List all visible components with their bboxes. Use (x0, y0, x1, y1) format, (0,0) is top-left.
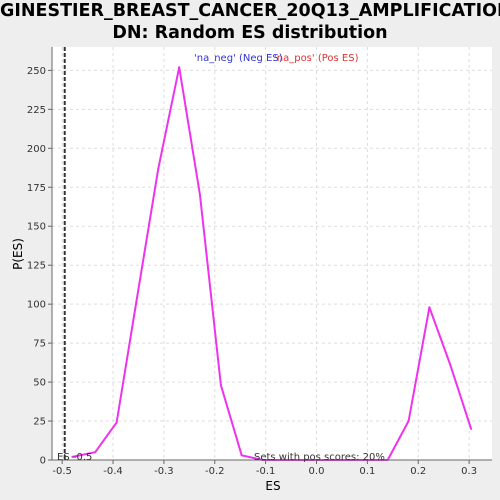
y-axis-label: P(ES) (11, 238, 25, 270)
data-point (178, 66, 181, 69)
data-point (428, 306, 431, 309)
data-point (199, 194, 202, 197)
y-tick-label: 0 (40, 456, 46, 467)
data-point (71, 455, 74, 458)
data-point (407, 420, 410, 423)
y-tick-label: 100 (27, 300, 46, 311)
x-tick-label: -0.1 (256, 466, 276, 477)
grid (52, 47, 492, 461)
x-tick-label: 0.1 (359, 466, 375, 477)
x-tick-label: 0.2 (410, 466, 426, 477)
legend-pos-label: 'na_pos' (Pos ES) (274, 53, 359, 64)
chart-title-line-1: GINESTIER_BREAST_CANCER_20Q13_AMPLIFICAT… (0, 1, 500, 21)
y-tick-label: 250 (27, 66, 46, 77)
chart-title: GINESTIER_BREAST_CANCER_20Q13_AMPLIFICAT… (0, 0, 500, 44)
y-tick-label: 225 (27, 105, 46, 116)
data-point (94, 451, 97, 454)
y-tick-label: 175 (27, 183, 46, 194)
y-tick-label: 50 (33, 378, 46, 389)
x-tick-label: 0.3 (461, 466, 477, 477)
x-tick-label: -0.4 (103, 466, 123, 477)
y-tick-label: 200 (27, 144, 46, 155)
x-tick-label: -0.2 (205, 466, 225, 477)
legend-neg-label: 'na_neg' (Neg ES) (194, 53, 283, 64)
data-point (136, 293, 139, 296)
x-tick-label: -0.5 (52, 466, 72, 477)
data-point (157, 167, 160, 170)
es-marker-label: ES -0.5 (57, 452, 92, 463)
chart-title-line-2: DN: Random ES distribution (112, 23, 388, 43)
x-axis-label: ES (265, 479, 280, 493)
x-tick-label: -0.3 (154, 466, 174, 477)
data-point (219, 384, 222, 387)
y-tick-label: 75 (33, 339, 46, 350)
pos-scores-annotation: Sets with pos scores: 20% (254, 452, 385, 463)
y-tick-label: 150 (27, 222, 46, 233)
y-tick-label: 25 (33, 417, 46, 428)
y-tick-label: 125 (27, 261, 46, 272)
x-tick-label: 0.0 (309, 466, 325, 477)
data-point (449, 363, 452, 366)
ticks: 0 25 50 75 100 125 150 175 200 225 250 -0.5 -0.4 -0.3… (27, 66, 477, 477)
data-point (470, 427, 473, 430)
data-point (115, 421, 118, 424)
data-point (240, 454, 243, 457)
